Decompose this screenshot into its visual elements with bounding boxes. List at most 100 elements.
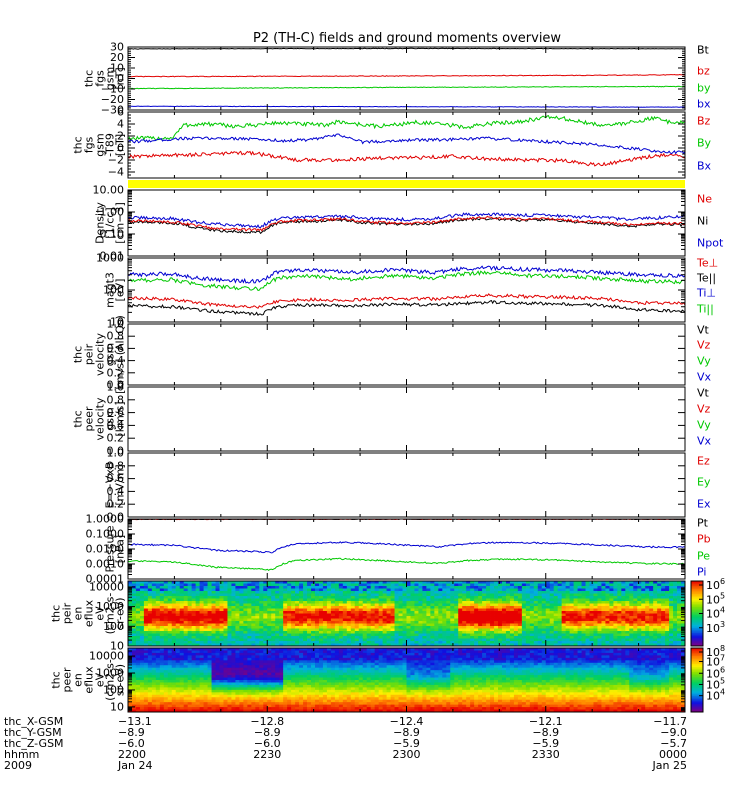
spectrogram-cell bbox=[299, 596, 304, 599]
spectrogram-cell bbox=[486, 588, 491, 592]
spectrogram-cell bbox=[358, 603, 364, 607]
spectrogram-cell bbox=[605, 596, 610, 599]
spectrogram-cell bbox=[191, 697, 197, 701]
spectrogram-cell bbox=[589, 593, 594, 597]
spectrogram-cell bbox=[621, 593, 626, 597]
spectrogram-cell bbox=[422, 616, 427, 619]
spectrogram-cell bbox=[267, 626, 272, 629]
spectrogram-cell bbox=[255, 611, 260, 614]
spectrogram-cell bbox=[573, 638, 578, 642]
colorbar-cell bbox=[691, 613, 703, 616]
spectrogram-cell bbox=[211, 628, 216, 632]
spectrogram-cell bbox=[434, 583, 439, 587]
spectrogram-cell bbox=[525, 633, 531, 637]
spectrogram-cell bbox=[179, 684, 185, 688]
spectrogram-cell bbox=[183, 660, 189, 664]
spectrogram-cell bbox=[601, 586, 606, 589]
spectrogram-cell bbox=[183, 704, 189, 708]
spectrogram-cell bbox=[143, 588, 149, 592]
spectrogram-cell bbox=[179, 650, 185, 654]
spectrogram-cell bbox=[653, 613, 658, 617]
spectrogram-cell bbox=[191, 598, 197, 602]
spectrogram-cell bbox=[215, 638, 220, 642]
spectrogram-cell bbox=[641, 591, 646, 594]
spectrogram-cell bbox=[486, 583, 491, 587]
spectrogram-cell bbox=[203, 652, 208, 656]
spectrogram-cell bbox=[239, 596, 244, 599]
spectrogram-cell bbox=[147, 650, 153, 654]
spectrogram-cell bbox=[370, 613, 376, 617]
spectrogram-cell bbox=[501, 626, 507, 629]
spectrogram-cell bbox=[505, 591, 511, 594]
spectrogram-cell bbox=[338, 603, 344, 607]
spectrogram-cell bbox=[366, 618, 372, 622]
spectrogram-cell bbox=[386, 618, 391, 622]
spectrogram-cell bbox=[494, 633, 499, 637]
density-tick-label: 0.10 bbox=[100, 228, 125, 241]
spectrogram-cell bbox=[239, 601, 244, 604]
spectrogram-cell bbox=[573, 621, 578, 624]
spectrogram-cell bbox=[131, 672, 137, 676]
spectrogram-cell bbox=[657, 613, 662, 617]
spectrogram-cell bbox=[529, 633, 535, 637]
spectrogram-cell bbox=[673, 616, 678, 619]
spectrogram-cell bbox=[307, 631, 312, 634]
spectrogram-cell bbox=[287, 581, 292, 584]
spectrogram-cell bbox=[163, 613, 169, 617]
spectrogram-cell bbox=[211, 613, 216, 617]
spectrogram-cell bbox=[147, 591, 153, 594]
efield-tick-label: 0.2 bbox=[107, 498, 125, 511]
spectrogram-cell bbox=[438, 631, 443, 634]
spectrogram-cell bbox=[183, 626, 189, 629]
spectrogram-cell bbox=[155, 633, 161, 637]
spectrogram-cell bbox=[406, 618, 411, 622]
spectrogram-cell bbox=[657, 591, 662, 594]
spectrogram-cell bbox=[203, 655, 208, 659]
spectrogram-cell bbox=[422, 598, 427, 602]
spectrogram-cell bbox=[167, 655, 173, 659]
spectrogram-cell bbox=[589, 626, 594, 629]
spectrogram-cell bbox=[279, 608, 284, 612]
spectrogram-cell bbox=[482, 601, 487, 604]
spectrogram-cell bbox=[307, 601, 312, 604]
spectrogram-cell bbox=[314, 588, 320, 592]
spectrogram-cell bbox=[474, 623, 479, 627]
spectrogram-cell bbox=[151, 591, 157, 594]
spectrogram-cell bbox=[275, 621, 280, 624]
spectrogram-cell bbox=[358, 628, 364, 632]
spectrogram-cell bbox=[362, 623, 368, 627]
spectrogram-cell bbox=[219, 583, 224, 587]
spectrogram-cell bbox=[311, 628, 316, 632]
spectrogram-cell bbox=[247, 611, 252, 614]
spectrogram-cell bbox=[462, 641, 467, 644]
spectrogram-cell bbox=[318, 616, 324, 619]
spectrogram-cell bbox=[155, 618, 161, 622]
spectrogram-cell bbox=[255, 628, 260, 632]
spectrogram-cell bbox=[295, 613, 300, 617]
spectrogram-cell bbox=[673, 613, 678, 617]
spectrogram-cell bbox=[505, 638, 511, 642]
spectrogram-cell bbox=[482, 613, 487, 617]
spectrogram-cell bbox=[482, 606, 487, 609]
spectrogram-cell bbox=[291, 588, 296, 592]
spectrogram-cell bbox=[454, 633, 459, 637]
spectrogram-cell bbox=[307, 611, 312, 614]
spectrogram-cell bbox=[569, 596, 574, 599]
spectrogram-cell bbox=[537, 621, 543, 624]
spectrogram-cell bbox=[215, 586, 220, 589]
spectrogram-cell bbox=[263, 606, 268, 609]
spectrogram-cell bbox=[291, 606, 296, 609]
spectrogram-cell bbox=[354, 636, 360, 639]
spectrogram-cell bbox=[267, 621, 272, 624]
spectrogram-cell bbox=[430, 626, 435, 629]
spectrogram-cell bbox=[131, 638, 137, 642]
spectrogram-cell bbox=[422, 608, 427, 612]
spectrogram-cell bbox=[239, 628, 244, 632]
spectrogram-cell bbox=[143, 608, 149, 612]
spectrogram-cell bbox=[128, 702, 133, 706]
spectrogram-cell bbox=[494, 631, 499, 634]
spectrogram-cell bbox=[259, 596, 264, 599]
spectrogram-cell bbox=[151, 694, 157, 698]
spectrogram-cell bbox=[430, 581, 435, 584]
spectrogram-cell bbox=[470, 638, 475, 642]
